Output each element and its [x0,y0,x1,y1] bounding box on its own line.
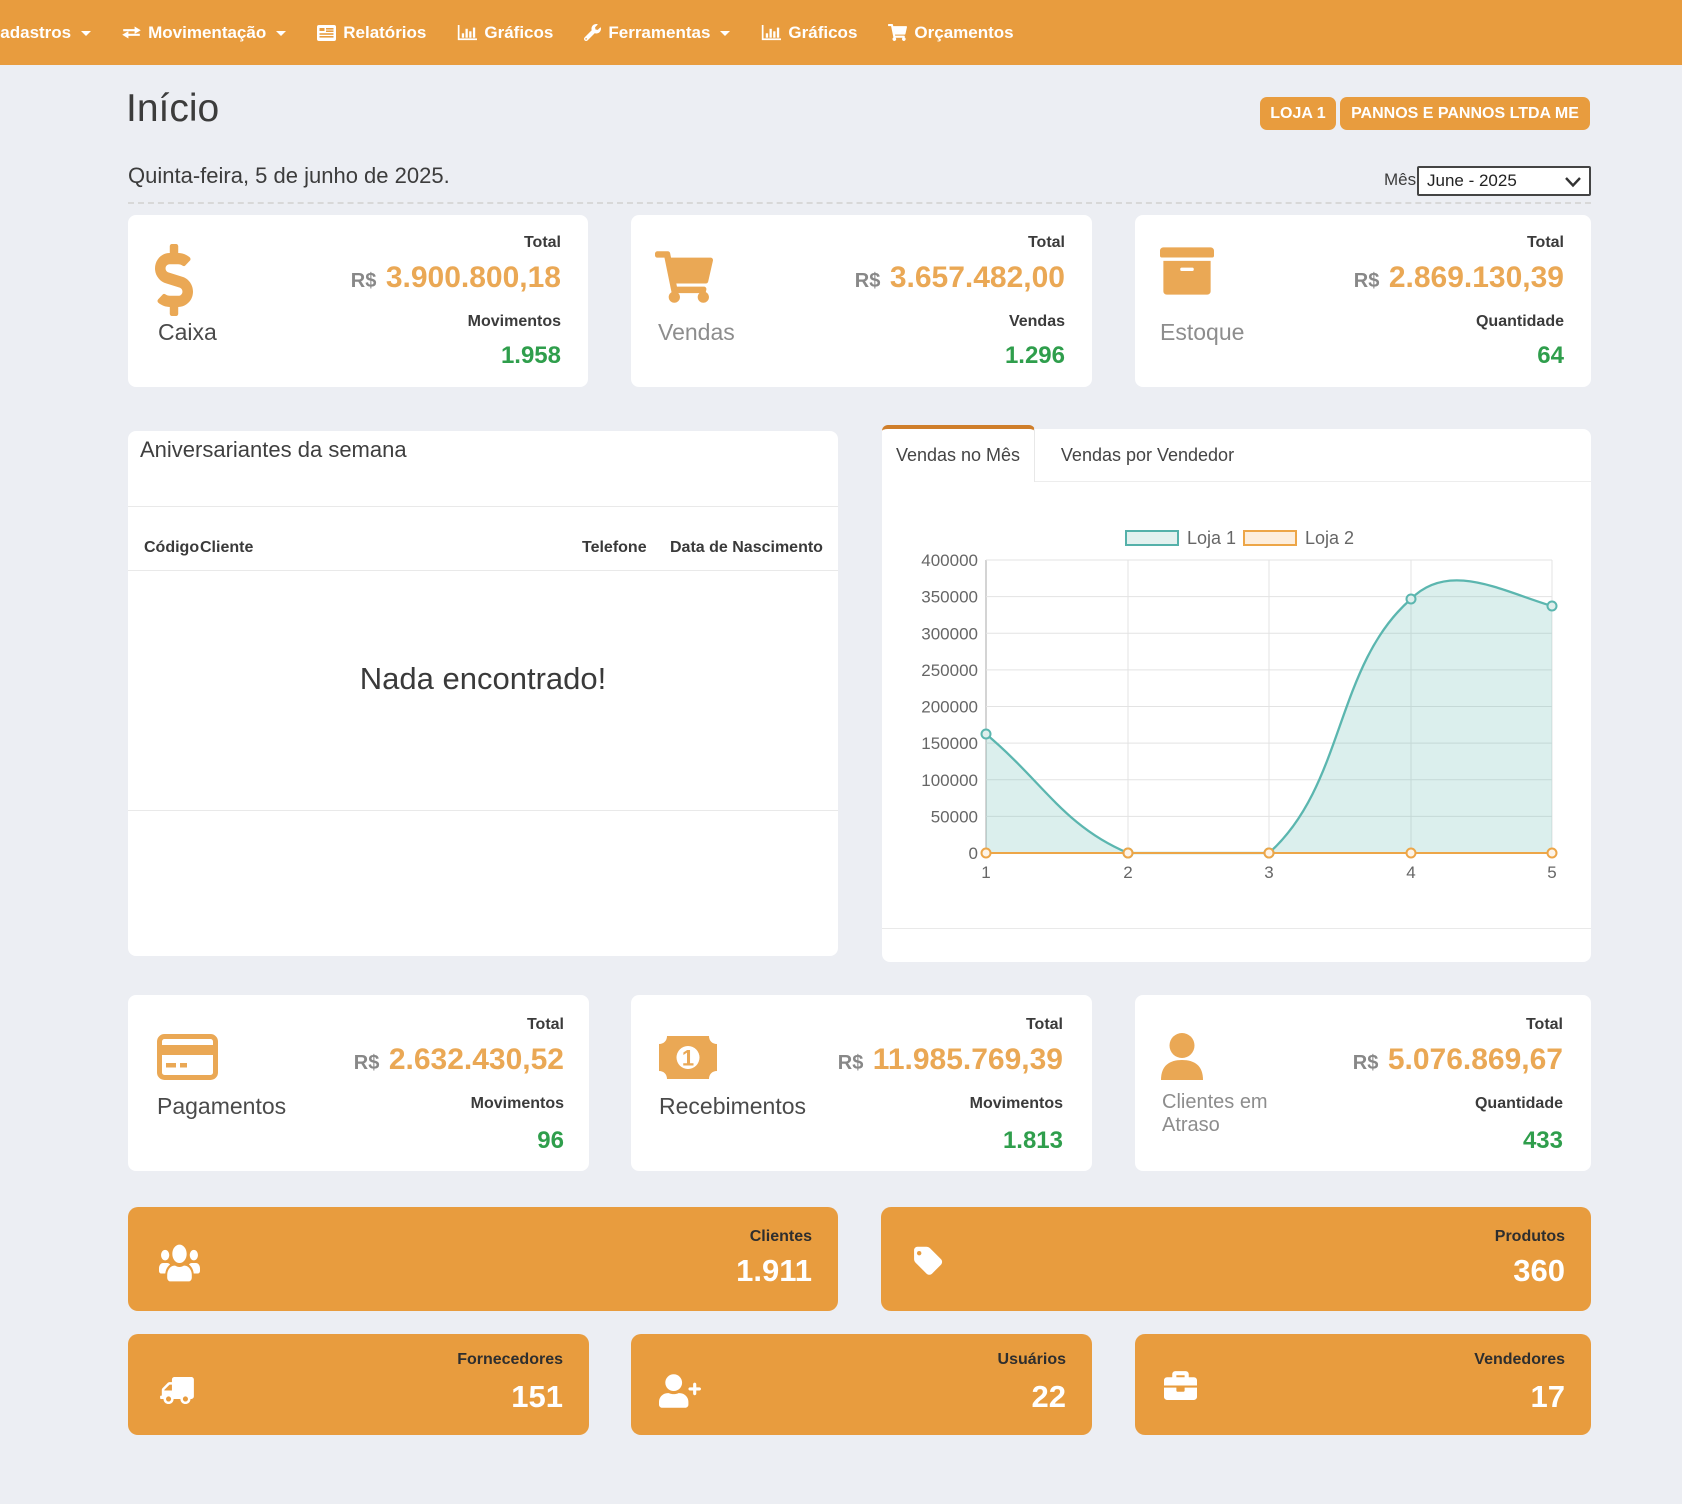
svg-text:1: 1 [682,1046,694,1071]
svg-text:50000: 50000 [931,807,978,826]
svg-text:4: 4 [1406,863,1415,882]
svg-text:2: 2 [1123,863,1132,882]
svg-text:300000: 300000 [921,624,978,643]
svg-text:150000: 150000 [921,734,978,753]
svg-text:200000: 200000 [921,698,978,717]
svg-text:0: 0 [969,844,978,863]
svg-text:3: 3 [1264,863,1273,882]
svg-text:1: 1 [981,863,990,882]
svg-text:250000: 250000 [921,661,978,680]
svg-text:400000: 400000 [921,551,978,570]
svg-text:5: 5 [1547,863,1556,882]
svg-text:350000: 350000 [921,588,978,607]
svg-text:100000: 100000 [921,771,978,790]
